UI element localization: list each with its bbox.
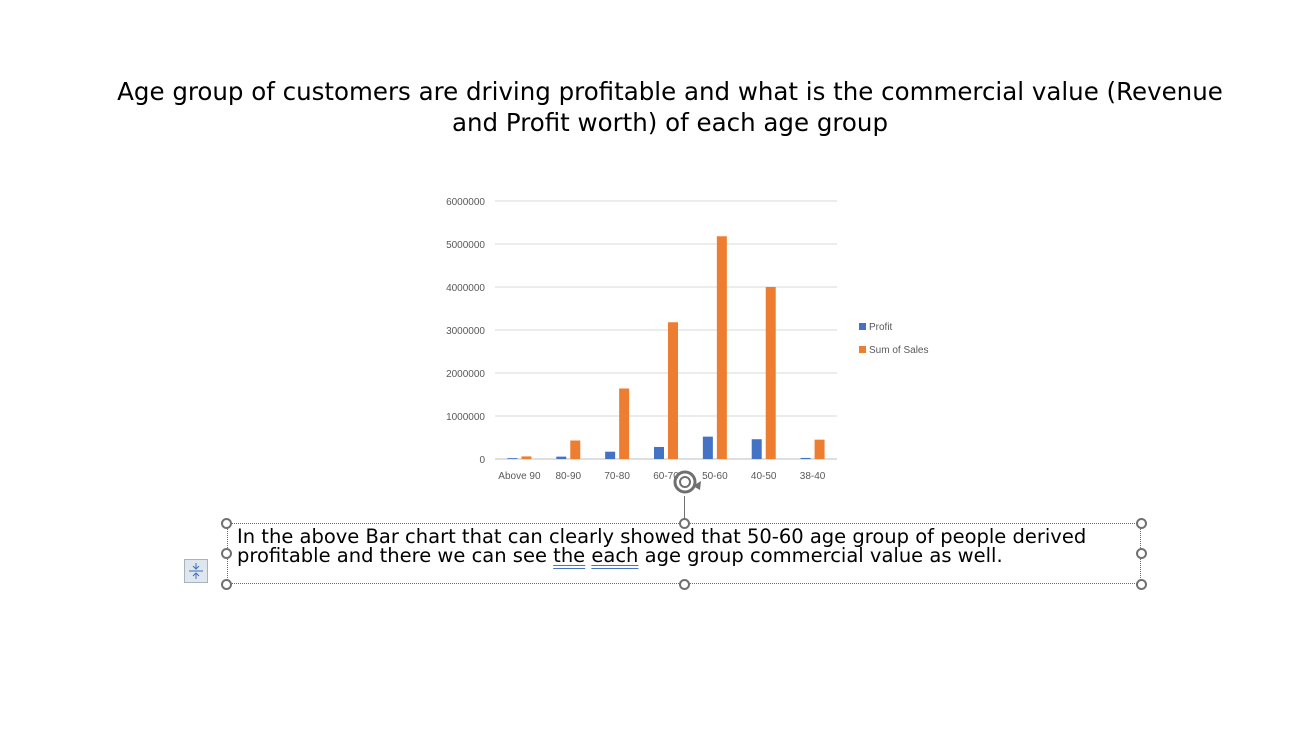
slide-title[interactable]: Age group of customers are driving profi… — [117, 77, 1223, 137]
x-tick-label: 70-80 — [604, 471, 630, 482]
y-tick-label: 6000000 — [446, 197, 485, 208]
bar-sum-of-sales — [814, 439, 825, 459]
x-tick-label: 60-70 — [653, 471, 679, 482]
bar-sum-of-sales — [716, 236, 727, 459]
rotate-icon[interactable] — [670, 466, 702, 498]
bar-profit — [654, 446, 664, 459]
legend-label: Sum of Sales — [869, 345, 928, 356]
bar-profit — [800, 457, 811, 459]
text-line-1: In the above Bar chart that can clearly … — [237, 525, 1087, 548]
layout-options-button[interactable] — [184, 559, 208, 583]
bar-sum-of-sales — [570, 440, 581, 459]
resize-handle-left[interactable] — [221, 548, 232, 559]
y-tick-label: 4000000 — [446, 283, 485, 294]
y-tick-label: 0 — [479, 455, 485, 466]
resize-handle-bottom[interactable] — [679, 579, 690, 590]
grammar-flag-the[interactable]: the — [553, 544, 586, 567]
text-box-body[interactable]: In the above Bar chart that can clearly … — [237, 525, 1137, 567]
bar-profit — [702, 436, 713, 459]
resize-handle-top[interactable] — [679, 518, 690, 529]
y-tick-label: 1000000 — [446, 412, 485, 423]
y-tick-label: 2000000 — [446, 369, 485, 380]
resize-handle-top-left[interactable] — [221, 518, 232, 529]
x-tick-label: 50-60 — [702, 471, 728, 482]
x-tick-label: 40-50 — [751, 471, 777, 482]
bar-sum-of-sales — [765, 287, 776, 459]
text-line-2-start: profitable and there we can see — [237, 544, 554, 567]
resize-handle-bottom-right[interactable] — [1136, 579, 1147, 590]
y-tick-label: 5000000 — [446, 240, 485, 251]
bar-sum-of-sales — [521, 456, 532, 459]
x-tick-label: 80-90 — [555, 471, 581, 482]
bar-profit — [605, 451, 616, 459]
bar-sum-of-sales — [668, 322, 678, 459]
legend-swatch — [859, 323, 866, 330]
text-line-2: profitable and there we can see the each… — [237, 544, 1137, 567]
legend-label: Profit — [869, 322, 893, 333]
text-box[interactable]: In the above Bar chart that can clearly … — [227, 523, 1141, 584]
bar-profit — [507, 458, 518, 459]
bar-profit — [751, 439, 762, 459]
resize-handle-top-right[interactable] — [1136, 518, 1147, 529]
layout-options-icon — [189, 563, 203, 579]
y-tick-label: 3000000 — [446, 326, 485, 337]
bar-profit — [556, 456, 567, 459]
bar-sum-of-sales — [619, 388, 630, 459]
rotation-connector — [684, 496, 685, 524]
x-tick-label: 38-40 — [800, 471, 826, 482]
resize-handle-right[interactable] — [1136, 548, 1147, 559]
text-line-2-end: age group commercial value as well. — [638, 544, 1003, 567]
legend-swatch — [859, 346, 866, 353]
x-tick-label: Above 90 — [498, 471, 541, 482]
resize-handle-bottom-left[interactable] — [221, 579, 232, 590]
bar-chart[interactable]: 0 1000000 2000000 3000000 4000000 5000000 6000… — [420, 185, 950, 495]
grammar-flag-each[interactable]: each — [591, 544, 639, 567]
